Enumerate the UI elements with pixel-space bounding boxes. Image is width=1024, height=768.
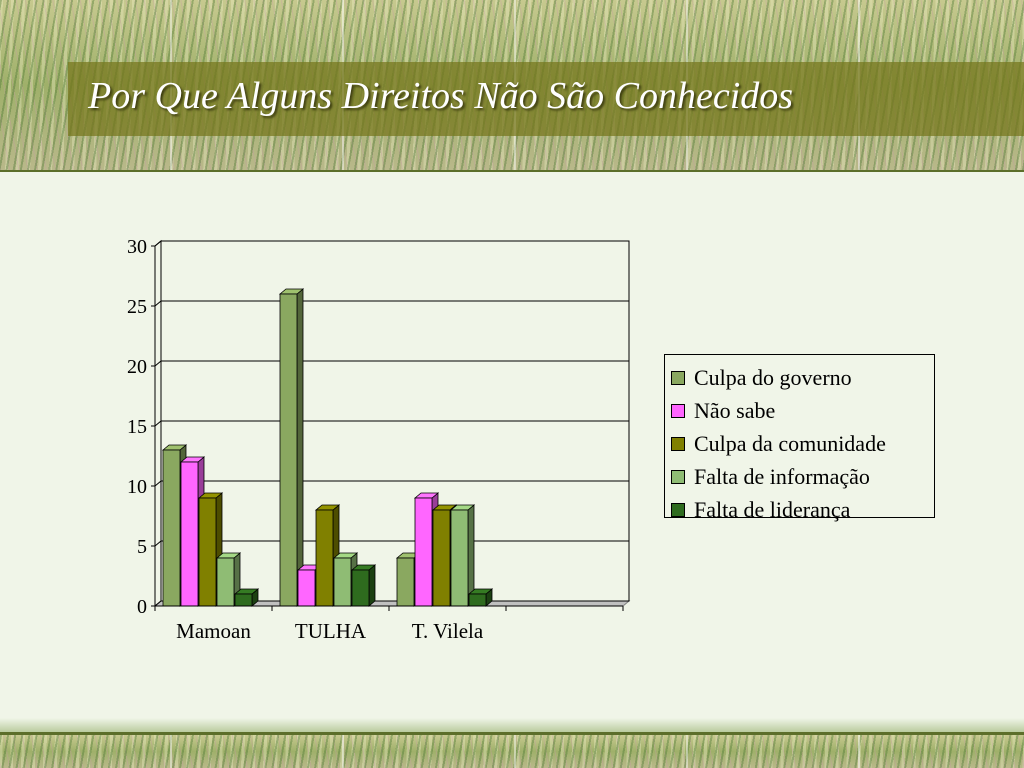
y-tick-label: 15 — [127, 416, 147, 438]
legend-swatch — [671, 436, 685, 451]
gridline-side — [154, 480, 162, 487]
legend-label: Falta de liderança — [694, 496, 851, 522]
gridline-side — [154, 540, 162, 547]
bar — [396, 557, 415, 607]
bar — [297, 569, 316, 607]
bar — [162, 449, 181, 607]
legend-swatch — [671, 502, 685, 517]
legend-item: Não sabe — [671, 394, 934, 427]
bar — [432, 509, 451, 607]
x-tick-label: TULHA — [295, 619, 367, 643]
bar — [351, 569, 370, 607]
legend-label: Não sabe — [694, 397, 776, 423]
chart-legend: Culpa do governo Não sabe Culpa da comunid… — [664, 354, 935, 522]
legend-swatch — [671, 370, 685, 385]
x-tick-label: Mamoan — [176, 619, 251, 643]
bar-side — [368, 564, 376, 607]
legend-label: Culpa do governo — [694, 364, 852, 390]
gridline-side — [154, 420, 162, 427]
title-bar — [68, 62, 1024, 136]
legend-swatch — [671, 403, 685, 418]
divider-top — [0, 170, 1024, 172]
bar — [216, 557, 235, 607]
y-tick-label: 30 — [127, 236, 147, 258]
bar — [315, 509, 334, 607]
bar — [414, 497, 433, 607]
bar — [198, 497, 217, 607]
legend-item: Falta de informação — [671, 460, 934, 493]
gridline-side — [154, 300, 162, 307]
bar-side — [296, 288, 304, 607]
bar — [333, 557, 352, 607]
y-tick-label: 25 — [127, 296, 147, 318]
bar — [468, 593, 487, 607]
legend-swatch — [671, 469, 685, 484]
x-tick-label: T. Vilela — [412, 619, 484, 643]
decorative-shade-bottom — [0, 718, 1024, 732]
y-tick-label: 10 — [127, 476, 147, 498]
gridline-side — [154, 360, 162, 367]
bar — [279, 293, 298, 607]
legend-item: Culpa da comunidade — [671, 427, 934, 460]
legend-label: Falta de informação — [694, 463, 870, 489]
divider-bottom — [0, 732, 1024, 735]
bar — [234, 593, 253, 607]
y-tick-label: 5 — [137, 536, 147, 558]
gridline-side — [154, 600, 162, 607]
slide-title: Por Que Alguns Direitos Não São Conhecid… — [88, 75, 794, 117]
bar — [450, 509, 469, 607]
gridline-side — [154, 240, 162, 247]
legend-label: Culpa da comunidade — [694, 430, 886, 456]
bar — [180, 461, 199, 607]
y-tick-label: 20 — [127, 356, 147, 378]
y-tick-label: 0 — [137, 596, 147, 618]
decorative-grass-band-bottom — [0, 735, 1024, 768]
legend-item: Culpa do governo — [671, 361, 934, 394]
legend-item: Falta de liderança — [671, 493, 934, 526]
